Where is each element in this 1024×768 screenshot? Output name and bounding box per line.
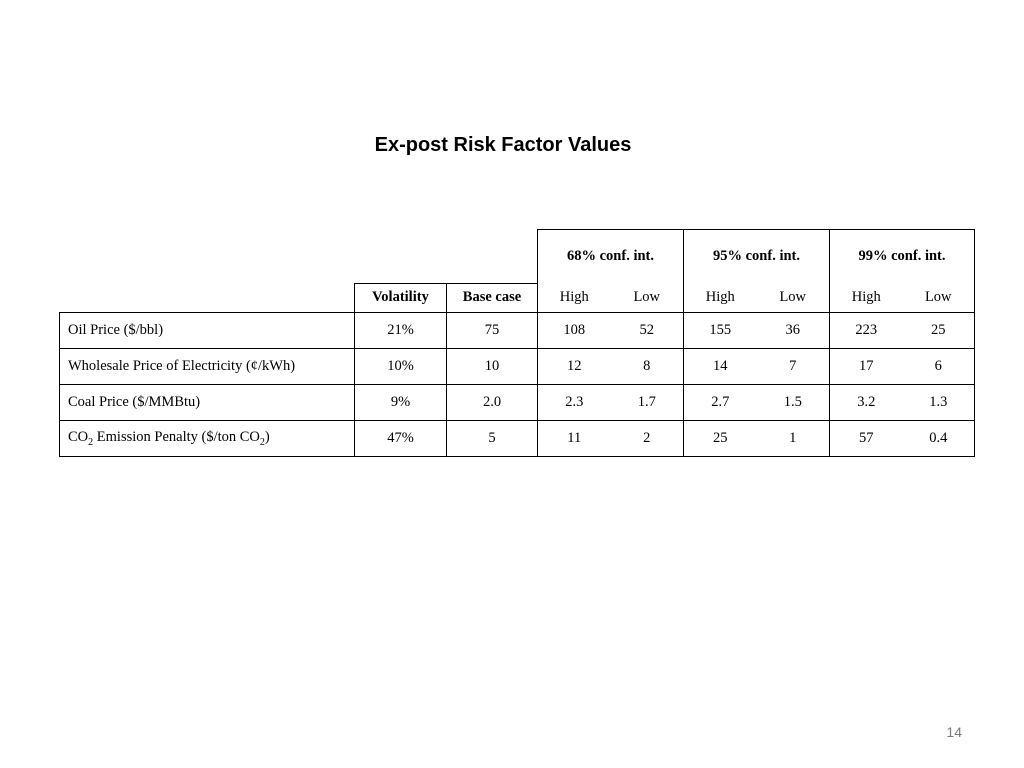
col-header-low-68: Low: [610, 283, 684, 313]
group-header-68: 68% conf. int.: [537, 229, 684, 283]
cell-high-99: 223: [829, 312, 903, 349]
col-header-high-68: High: [537, 283, 611, 313]
cell-base-case: 2.0: [446, 384, 538, 421]
cell-low-99: 25: [902, 312, 975, 349]
page-number: 14: [946, 724, 962, 740]
cell-high-99: 3.2: [829, 384, 903, 421]
col-header-low-95: Low: [756, 283, 830, 313]
cell-high-99: 57: [829, 420, 903, 457]
slide-title: Ex-post Risk Factor Values: [374, 134, 632, 156]
cell-low-99: 1.3: [902, 384, 975, 421]
cell-high-95: 14: [683, 348, 757, 385]
cell-low-95: 36: [756, 312, 830, 349]
risk-factor-table: 68% conf. int. 95% conf. int. 99% conf. …: [59, 229, 975, 457]
cell-low-95: 1.5: [756, 384, 830, 421]
cell-high-95: 2.7: [683, 384, 757, 421]
col-header-high-95: High: [683, 283, 757, 313]
table-row: Coal Price ($/MMBtu) 9% 2.0 2.3 1.7 2.7 …: [59, 384, 975, 421]
cell-low-99: 0.4: [902, 420, 975, 457]
row-label: Wholesale Price of Electricity (¢/kWh): [59, 348, 355, 385]
cell-high-68: 12: [537, 348, 611, 385]
table-row: Wholesale Price of Electricity (¢/kWh) 1…: [59, 348, 975, 385]
cell-low-68: 1.7: [610, 384, 684, 421]
cell-volatility: 9%: [354, 384, 447, 421]
table-row: CO2 Emission Penalty ($/ton CO2) 47% 5 1…: [59, 420, 975, 457]
cell-base-case: 75: [446, 312, 538, 349]
group-header-95: 95% conf. int.: [683, 229, 830, 283]
cell-high-95: 155: [683, 312, 757, 349]
row-label: CO2 Emission Penalty ($/ton CO2): [59, 420, 355, 457]
cell-high-95: 25: [683, 420, 757, 457]
col-header-low-99: Low: [902, 283, 975, 313]
group-header-99: 99% conf. int.: [829, 229, 975, 283]
cell-low-68: 2: [610, 420, 684, 457]
cell-base-case: 10: [446, 348, 538, 385]
cell-high-68: 2.3: [537, 384, 611, 421]
cell-low-99: 6: [902, 348, 975, 385]
col-header-base-case: Base case: [446, 282, 538, 313]
cell-low-95: 7: [756, 348, 830, 385]
col-header-high-99: High: [829, 283, 903, 313]
cell-low-68: 52: [610, 312, 684, 349]
header-row-groups: 68% conf. int. 95% conf. int. 99% conf. …: [60, 229, 975, 283]
col-header-volatility: Volatility: [354, 282, 447, 313]
cell-high-99: 17: [829, 348, 903, 385]
cell-volatility: 10%: [354, 348, 447, 385]
cell-high-68: 108: [537, 312, 611, 349]
cell-high-68: 11: [537, 420, 611, 457]
row-label: Oil Price ($/bbl): [59, 312, 355, 349]
cell-base-case: 5: [446, 420, 538, 457]
header-row-columns: Volatility Base case High Low High Low H…: [59, 282, 975, 313]
table-row: Oil Price ($/bbl) 21% 75 108 52 155 36 2…: [59, 312, 975, 349]
cell-low-95: 1: [756, 420, 830, 457]
cell-volatility: 47%: [354, 420, 447, 457]
cell-volatility: 21%: [354, 312, 447, 349]
row-label: Coal Price ($/MMBtu): [59, 384, 355, 421]
cell-low-68: 8: [610, 348, 684, 385]
